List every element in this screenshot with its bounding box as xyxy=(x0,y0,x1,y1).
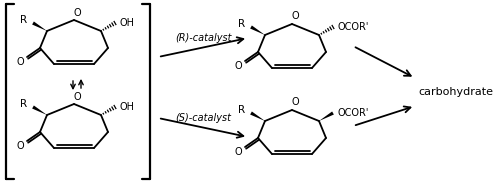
Text: OCOR': OCOR' xyxy=(338,22,370,32)
Text: R: R xyxy=(20,15,28,25)
Text: carbohydrate: carbohydrate xyxy=(418,87,493,97)
Text: O: O xyxy=(234,147,242,157)
Text: O: O xyxy=(16,57,24,67)
Polygon shape xyxy=(319,111,334,121)
Text: O: O xyxy=(291,97,299,107)
Text: R: R xyxy=(238,105,246,115)
Text: (S)-catalyst: (S)-catalyst xyxy=(175,113,231,123)
Text: R: R xyxy=(238,19,246,29)
Polygon shape xyxy=(250,25,265,35)
Text: O: O xyxy=(73,92,81,102)
Polygon shape xyxy=(250,111,265,121)
Text: OCOR': OCOR' xyxy=(338,108,370,118)
Polygon shape xyxy=(32,21,47,31)
Text: (R)-catalyst: (R)-catalyst xyxy=(175,33,231,43)
Text: O: O xyxy=(73,8,81,18)
Text: OH: OH xyxy=(120,18,135,28)
Polygon shape xyxy=(32,105,47,115)
Text: OH: OH xyxy=(120,102,135,112)
Text: O: O xyxy=(234,61,242,71)
Text: O: O xyxy=(291,11,299,21)
Text: O: O xyxy=(16,141,24,151)
Text: R: R xyxy=(20,99,28,109)
